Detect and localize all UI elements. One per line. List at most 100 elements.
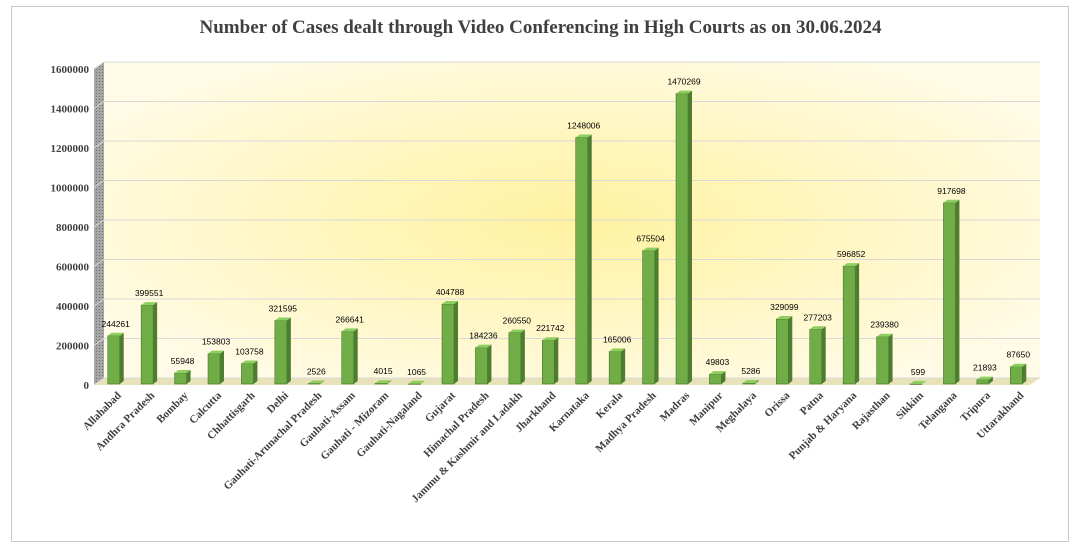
- x-tick-label: Gauhati-Nagaland: [354, 390, 424, 460]
- bar-side: [688, 90, 692, 384]
- gridline: [93, 180, 1040, 188]
- y-tick-label: 1200000: [51, 143, 90, 155]
- bar-front: [709, 373, 722, 385]
- bar-front: [308, 383, 321, 385]
- bar-front: [475, 347, 488, 385]
- bar-top: [141, 302, 158, 306]
- bar-side: [353, 328, 358, 384]
- bar-front: [441, 303, 455, 385]
- bar: [943, 199, 960, 385]
- bar-front: [542, 339, 555, 385]
- bar-side: [654, 247, 659, 384]
- bar-front: [976, 379, 990, 385]
- bar-top: [910, 380, 926, 384]
- bar-side: [855, 263, 860, 384]
- bar-side: [888, 333, 893, 384]
- bar-side: [821, 326, 826, 384]
- bar: [776, 316, 793, 385]
- bar-top: [976, 376, 993, 380]
- bar-top: [1010, 363, 1027, 367]
- bar: [241, 360, 258, 385]
- bar-top: [375, 380, 392, 384]
- bar-side: [153, 302, 158, 384]
- bar-front: [742, 382, 756, 385]
- data-label: 260550: [503, 316, 532, 326]
- bar-top: [341, 328, 358, 332]
- bar-side: [754, 379, 759, 384]
- data-label: 184236: [469, 331, 498, 341]
- y-axis: 0 200000 400000 600000 800000 1000000 1200000 1…: [51, 64, 90, 392]
- x-tick-label: Sikkim: [894, 390, 926, 422]
- bar-front: [608, 351, 622, 385]
- data-label: 244261: [102, 319, 131, 329]
- bar-top: [709, 371, 726, 375]
- bar-front: [274, 320, 288, 385]
- y-tick-label: 600000: [56, 262, 90, 274]
- data-label: 277203: [804, 312, 833, 322]
- y-tick-label: 0: [84, 380, 90, 392]
- bar: [709, 371, 726, 385]
- bar: [542, 337, 559, 385]
- bar-side: [387, 380, 392, 384]
- data-label: 239380: [870, 320, 899, 330]
- bar-top: [676, 90, 692, 94]
- bar: [809, 326, 826, 385]
- bar-front: [876, 336, 889, 385]
- data-labels: 244261 399551 55948 153803 103758 321595 2526 2…: [102, 77, 1031, 377]
- bar-side: [520, 329, 525, 384]
- data-label: 404788: [436, 287, 465, 297]
- bar-top: [208, 350, 224, 354]
- bar-front: [408, 383, 421, 385]
- data-label: 2526: [307, 367, 326, 377]
- bar-side: [587, 134, 592, 384]
- gridline: [93, 259, 1040, 267]
- data-label: 87650: [1006, 350, 1030, 360]
- bar-top: [408, 380, 425, 384]
- bar-top: [542, 337, 559, 341]
- x-tick-label: Orissa: [762, 389, 792, 419]
- bar-side: [988, 376, 993, 384]
- x-tick-label: Bombay: [155, 389, 191, 425]
- bar: [174, 369, 191, 385]
- data-label: 1065: [407, 367, 426, 377]
- bar-side: [420, 380, 425, 384]
- bar: [909, 380, 926, 385]
- bar-side: [220, 350, 224, 384]
- bar: [308, 380, 325, 385]
- gridlines: [93, 61, 1040, 386]
- bar: [274, 317, 291, 385]
- data-label: 399551: [135, 288, 164, 298]
- y-tick-label: 1600000: [51, 64, 90, 76]
- data-label: 599: [911, 367, 925, 377]
- bar-side: [186, 369, 191, 384]
- bar-top: [609, 348, 626, 352]
- bar-front: [174, 372, 187, 385]
- gridline: [93, 298, 1040, 307]
- data-label: 321595: [269, 303, 298, 313]
- x-tick-label: Delhi: [265, 390, 291, 416]
- bar-side: [955, 199, 960, 384]
- bar-front: [341, 331, 354, 385]
- bar-top: [642, 247, 659, 251]
- data-label: 266641: [336, 314, 365, 324]
- data-label: 103758: [235, 347, 264, 357]
- bar-side: [253, 360, 258, 384]
- bar: [408, 380, 425, 385]
- data-label: 55948: [171, 356, 195, 366]
- gridline: [93, 101, 1040, 109]
- bar-front: [374, 382, 388, 385]
- bars: [107, 90, 1027, 385]
- bar-top: [274, 317, 291, 321]
- data-label: 596852: [837, 249, 866, 259]
- bar-front: [508, 332, 522, 385]
- bar-front: [241, 363, 254, 385]
- bar-side: [1022, 363, 1027, 384]
- bar-top: [742, 379, 759, 383]
- bar-side: [286, 317, 291, 384]
- data-label: 1248006: [567, 121, 600, 131]
- data-label: 153803: [202, 337, 231, 347]
- bar-top: [843, 263, 860, 267]
- bar-top: [776, 316, 793, 320]
- bar-front: [1010, 366, 1023, 385]
- x-tick-label: Patna: [798, 389, 826, 417]
